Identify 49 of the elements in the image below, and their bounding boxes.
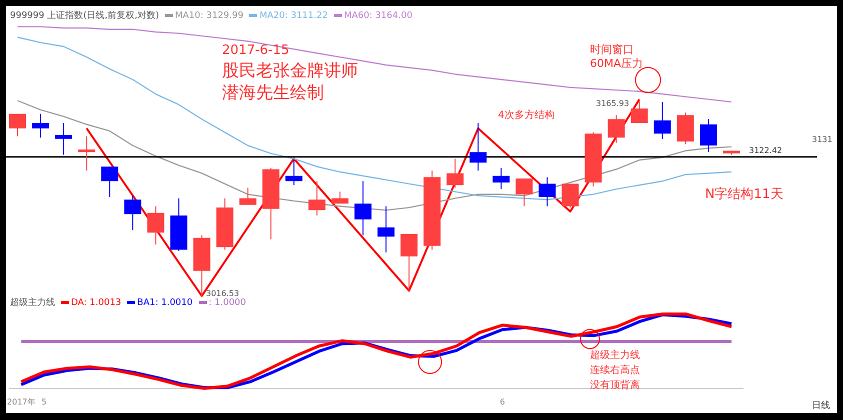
legend-label: DA: 1.0013 (70, 298, 122, 308)
chart-title: 超级主力线 (10, 296, 55, 309)
candlestick (285, 160, 302, 186)
candlestick (630, 98, 648, 124)
annotation: 超级主力线 (590, 350, 640, 361)
text: 日线 (812, 401, 830, 412)
candlestick (101, 166, 118, 198)
annotation: 3016.53 (206, 289, 240, 298)
legend-label: BA1: 1.0010 (136, 298, 193, 308)
candlestick (9, 113, 26, 137)
candlestick (147, 206, 164, 245)
x-tick-label: 2017年 (7, 397, 36, 406)
ref-line-label: 3122.42 (749, 146, 782, 155)
annotation: N字结构11天 (705, 187, 784, 202)
legend-label: : 1.0000 (208, 298, 246, 308)
candlestick (378, 206, 395, 253)
candlestick (654, 101, 671, 140)
candlestick (32, 113, 50, 138)
text: 时间窗口 (590, 43, 634, 56)
x-tick-label: 5 (42, 397, 47, 406)
x-tick-label: 6 (500, 397, 505, 406)
candlestick (239, 187, 256, 206)
text: 股民老张金牌讲师 (222, 61, 358, 81)
candlestick (562, 183, 579, 208)
candlestick (400, 233, 418, 292)
candlestick (78, 136, 96, 172)
annotation: 连续右高点 (590, 365, 640, 376)
candlestick (608, 114, 625, 144)
candlestick (538, 176, 556, 207)
candlestick (492, 167, 510, 190)
candlestick (516, 178, 533, 207)
text: 60MA压力 (590, 57, 644, 70)
candlestick (470, 122, 487, 172)
candlestick (700, 118, 717, 153)
chart-title: 999999 上证指数(日线,前复权,对数) (10, 10, 159, 22)
candlestick (55, 122, 72, 156)
legend-label: MA10: 3129.99 (174, 10, 244, 20)
annotation: 4次多方结构 (498, 110, 554, 121)
annotation: 3165.93 (596, 99, 630, 109)
candlestick (308, 180, 326, 216)
text: 3131 (812, 135, 832, 145)
annotation: 潜海先生绘制 (222, 83, 324, 103)
legend-label: MA60: 3164.00 (342, 10, 412, 20)
legend-label: MA20: 3111.22 (258, 10, 328, 20)
candlestick (354, 180, 372, 236)
text: 2017-6-15 (222, 43, 290, 58)
candlestick (124, 195, 142, 230)
candlestick (446, 158, 464, 188)
annotation: 没有顶背离 (590, 380, 640, 391)
